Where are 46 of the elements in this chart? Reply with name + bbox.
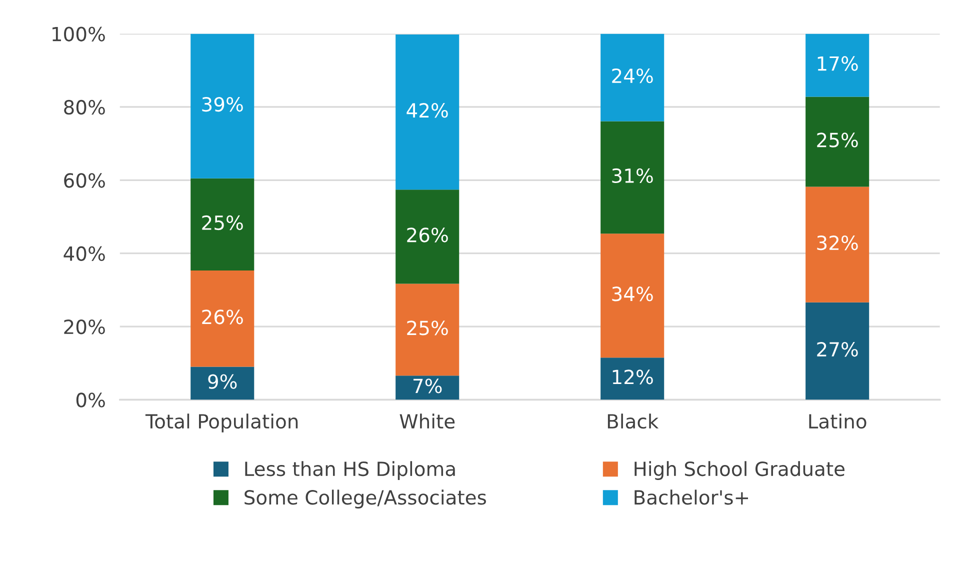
legend-label: High School Graduate [634, 461, 844, 480]
x-tick-label: Black [608, 414, 659, 429]
bar [396, 376, 460, 400]
y-tick-label: 0% [76, 392, 105, 408]
data-label: 42% [406, 103, 448, 118]
bar [806, 34, 870, 97]
y-tick-label: 100% [52, 26, 105, 42]
bar [806, 186, 870, 302]
bar [600, 358, 664, 400]
y-tick-label: 80% [64, 100, 105, 115]
x-tick-label: Total Population [145, 414, 298, 432]
data-label: 9% [208, 374, 237, 389]
y-tick-label: 20% [64, 319, 105, 334]
bar [600, 121, 664, 234]
bar [600, 34, 664, 122]
data-label: 31% [612, 168, 653, 184]
bar [806, 96, 870, 187]
legend-label: Less than HS Diploma [245, 461, 455, 480]
bar [190, 270, 254, 367]
bar [396, 284, 460, 376]
y-tick-label: 60% [64, 173, 105, 188]
data-label: 17% [818, 56, 858, 71]
bar [190, 366, 254, 400]
data-label: 7% [414, 378, 442, 394]
data-label: 39% [202, 96, 243, 112]
data-label: 25% [202, 215, 243, 230]
bar [396, 190, 460, 284]
data-label: 12% [612, 370, 653, 384]
bar [396, 34, 460, 190]
legend-label: Some College/Associates [244, 490, 486, 509]
bar [806, 302, 870, 400]
data-label: 25% [817, 132, 858, 148]
data-label: 26% [407, 228, 448, 242]
bar [190, 34, 254, 178]
bar [190, 178, 254, 271]
x-tick-label: White [400, 414, 455, 429]
legend-label: Bachelor's+ [634, 490, 748, 505]
data-label: 26% [202, 310, 243, 324]
data-label: 25% [407, 320, 448, 336]
x-tick-label: Latino [809, 414, 866, 429]
data-label: 27% [817, 342, 858, 357]
y-tick-label: 40% [64, 246, 105, 262]
data-label: 24% [612, 68, 653, 84]
data-label: 32% [817, 236, 858, 250]
bar [600, 234, 664, 358]
data-label: 34% [612, 286, 653, 302]
